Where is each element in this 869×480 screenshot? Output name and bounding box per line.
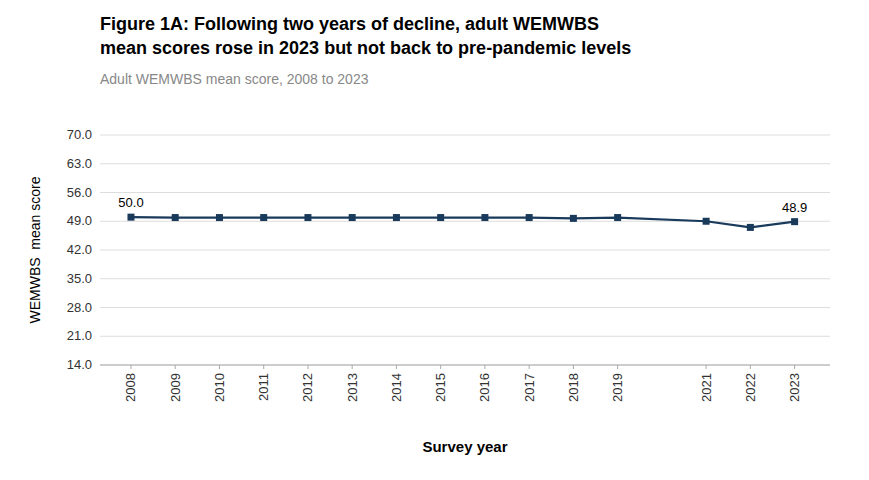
grid-line <box>100 250 830 251</box>
x-tick <box>794 365 795 369</box>
marker <box>393 214 400 221</box>
x-tick-label: 2014 <box>389 373 404 402</box>
x-tick-label: 2019 <box>610 373 625 402</box>
grid-line <box>100 278 830 279</box>
x-tick <box>617 365 618 369</box>
x-tick-label: 2010 <box>212 373 227 402</box>
x-tick-label: 2016 <box>477 373 492 402</box>
x-tick <box>352 365 353 369</box>
marker <box>127 214 134 221</box>
y-tick-label: 14.0 <box>67 357 92 372</box>
x-axis <box>100 365 830 366</box>
annotation: 48.9 <box>782 200 807 215</box>
x-tick-label: 2012 <box>300 373 315 402</box>
annotation: 50.0 <box>118 195 143 210</box>
title: mean scores rose in 2023 but not back to… <box>100 38 631 58</box>
y-tick-label: 28.0 <box>67 300 92 315</box>
marker <box>304 214 311 221</box>
plot-area <box>127 214 798 231</box>
x-tick-label: 2017 <box>522 373 537 402</box>
y-tick-label: 56.0 <box>67 185 92 200</box>
grid-line <box>100 192 830 193</box>
marker <box>614 214 621 221</box>
x-tick <box>175 365 176 369</box>
marker <box>349 214 356 221</box>
grid-line <box>100 135 830 136</box>
y-tick-label: 70.0 <box>67 127 92 142</box>
x-tick <box>263 365 264 369</box>
title: Figure 1A: Following two years of declin… <box>100 14 599 34</box>
x-tick-label: 2022 <box>743 373 758 402</box>
y-tick-label: 42.0 <box>67 242 92 257</box>
marker <box>747 224 754 231</box>
y-tick-label: 63.0 <box>67 156 92 171</box>
x-tick-label: 2018 <box>566 373 581 402</box>
grid-line <box>100 163 830 164</box>
x-tick <box>130 365 131 369</box>
subtitle: Adult WEMWBS mean score, 2008 to 2023 <box>100 71 369 87</box>
y-tick-label: 49.0 <box>67 213 92 228</box>
y-tick-label: 35.0 <box>67 271 92 286</box>
marker <box>526 214 533 221</box>
x-tick-label: 2015 <box>433 373 448 402</box>
marker <box>172 214 179 221</box>
grid-line <box>100 365 830 366</box>
marker <box>437 214 444 221</box>
line <box>131 217 795 227</box>
x-axis-label: Survey year <box>422 438 507 455</box>
y-tick-label: 21.0 <box>67 328 92 343</box>
x-tick-label: 2009 <box>168 373 183 402</box>
x-tick-label: 2011 <box>256 373 271 401</box>
marker <box>791 218 798 225</box>
y-axis-label: WEMWBS mean score <box>27 176 43 323</box>
x-tick <box>529 365 530 369</box>
x-tick-label: 2008 <box>123 373 138 402</box>
x-tick <box>706 365 707 369</box>
x-tick <box>307 365 308 369</box>
x-tick <box>484 365 485 369</box>
chart: Figure 1A: Following two years of declin… <box>0 0 869 480</box>
marker <box>216 214 223 221</box>
x-tick <box>750 365 751 369</box>
x-tick-label: 2013 <box>345 373 360 402</box>
marker <box>703 218 710 225</box>
x-tick <box>396 365 397 369</box>
grid-line <box>100 336 830 337</box>
x-tick <box>573 365 574 369</box>
x-tick-label: 2021 <box>699 373 714 402</box>
grid-line <box>100 221 830 222</box>
x-tick <box>440 365 441 369</box>
marker <box>260 214 267 221</box>
grid-line <box>100 307 830 308</box>
marker <box>570 215 577 222</box>
x-tick-label: 2023 <box>787 373 802 402</box>
x-tick <box>219 365 220 369</box>
marker <box>481 214 488 221</box>
